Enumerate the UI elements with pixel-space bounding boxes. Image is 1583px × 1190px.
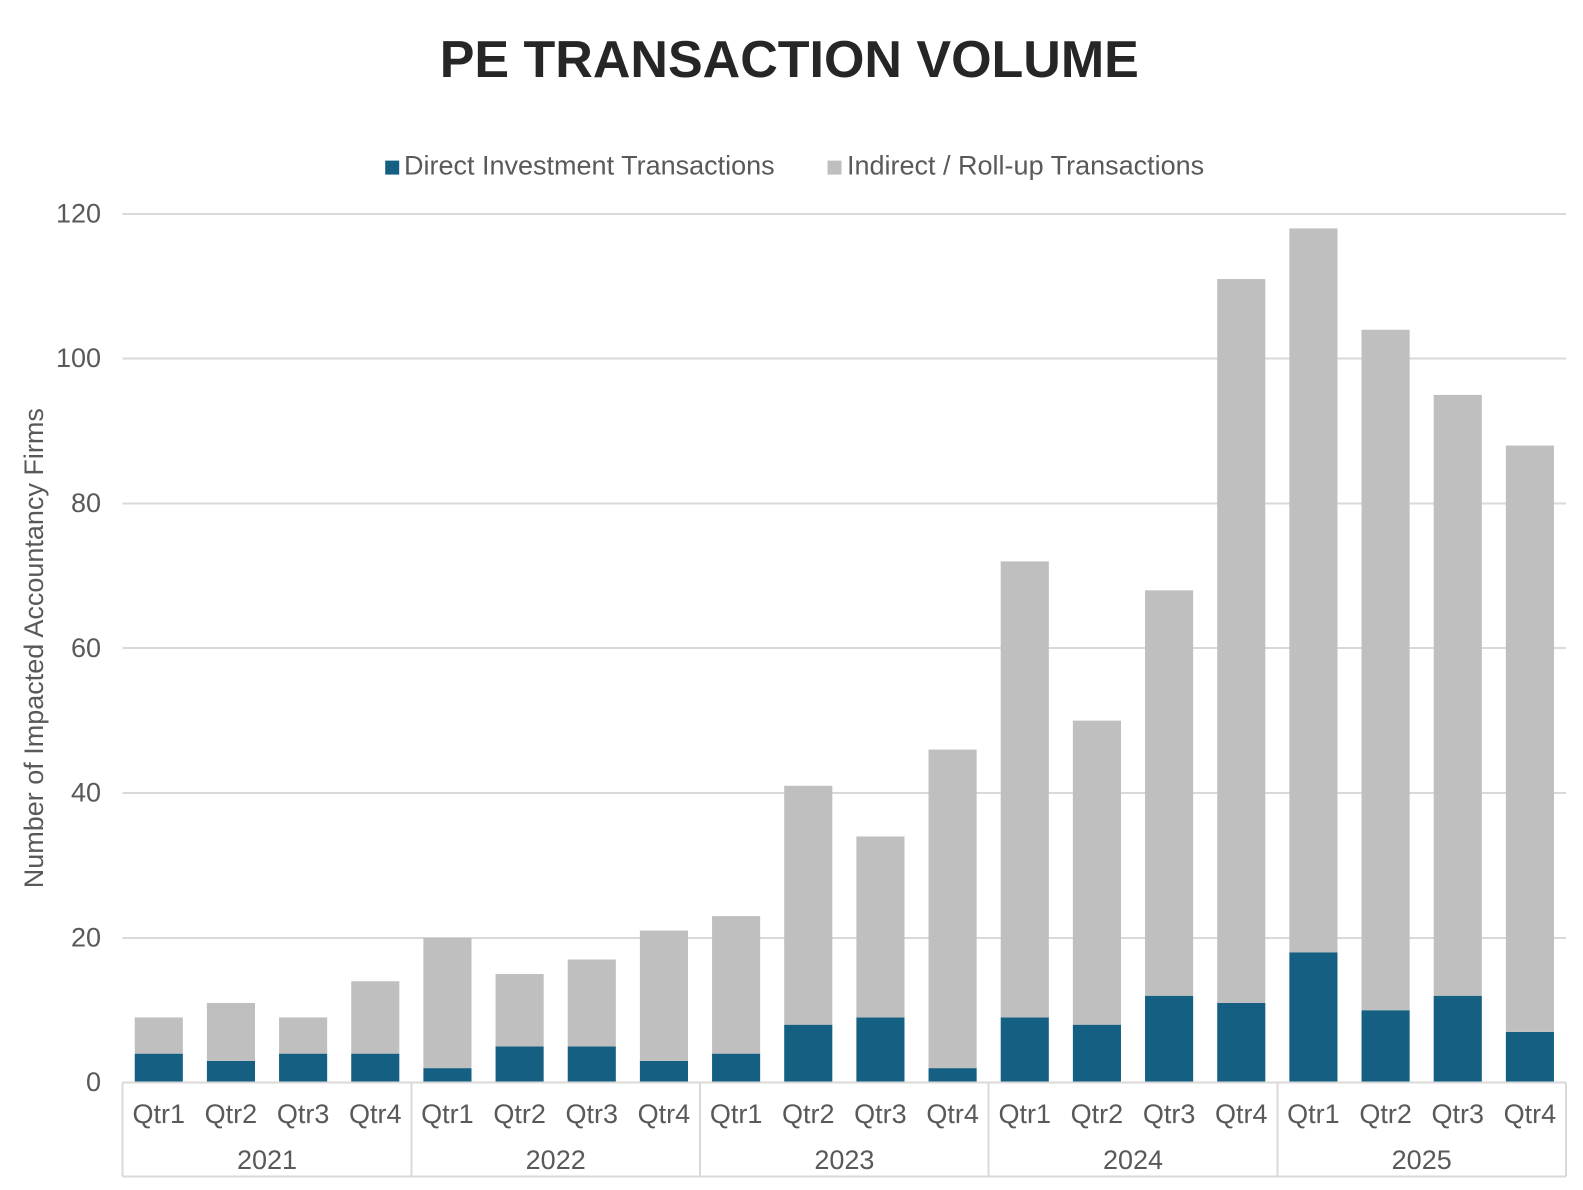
- svg-text:2025: 2025: [1392, 1145, 1452, 1175]
- svg-text:Qtr1: Qtr1: [1287, 1099, 1340, 1129]
- svg-text:Qtr2: Qtr2: [205, 1099, 258, 1129]
- svg-text:20: 20: [71, 922, 101, 952]
- svg-text:Qtr4: Qtr4: [349, 1099, 402, 1129]
- svg-text:Qtr2: Qtr2: [493, 1099, 546, 1129]
- svg-text:2024: 2024: [1103, 1145, 1163, 1175]
- svg-text:Qtr3: Qtr3: [277, 1099, 330, 1129]
- svg-text:Qtr1: Qtr1: [421, 1099, 474, 1129]
- svg-text:Qtr2: Qtr2: [1359, 1099, 1412, 1129]
- svg-text:0: 0: [86, 1067, 101, 1097]
- svg-text:Qtr1: Qtr1: [999, 1099, 1052, 1129]
- svg-text:Qtr3: Qtr3: [854, 1099, 907, 1129]
- svg-text:Qtr1: Qtr1: [710, 1099, 763, 1129]
- svg-text:2023: 2023: [814, 1145, 874, 1175]
- svg-text:Qtr2: Qtr2: [782, 1099, 835, 1129]
- svg-text:60: 60: [71, 633, 101, 663]
- svg-text:Qtr4: Qtr4: [1504, 1099, 1557, 1129]
- svg-text:Qtr3: Qtr3: [1143, 1099, 1196, 1129]
- svg-text:Direct Investment Transactions: Direct Investment Transactions: [404, 151, 775, 181]
- svg-text:PE TRANSACTION VOLUME: PE TRANSACTION VOLUME: [440, 31, 1139, 89]
- svg-text:Qtr3: Qtr3: [1432, 1099, 1485, 1129]
- svg-text:Qtr4: Qtr4: [638, 1099, 691, 1129]
- svg-text:2022: 2022: [526, 1145, 586, 1175]
- svg-text:Indirect / Roll-up Transaction: Indirect / Roll-up Transactions: [847, 151, 1204, 181]
- svg-text:Qtr4: Qtr4: [926, 1099, 979, 1129]
- svg-text:80: 80: [71, 488, 101, 518]
- svg-text:Qtr1: Qtr1: [133, 1099, 186, 1129]
- svg-text:Qtr3: Qtr3: [566, 1099, 619, 1129]
- svg-text:40: 40: [71, 778, 101, 808]
- svg-text:Qtr2: Qtr2: [1071, 1099, 1124, 1129]
- svg-text:2021: 2021: [237, 1145, 297, 1175]
- svg-text:Number of Impacted Accountancy: Number of Impacted Accountancy Firms: [19, 408, 49, 888]
- svg-text:120: 120: [56, 198, 101, 228]
- svg-text:Qtr4: Qtr4: [1215, 1099, 1268, 1129]
- svg-text:100: 100: [56, 343, 101, 373]
